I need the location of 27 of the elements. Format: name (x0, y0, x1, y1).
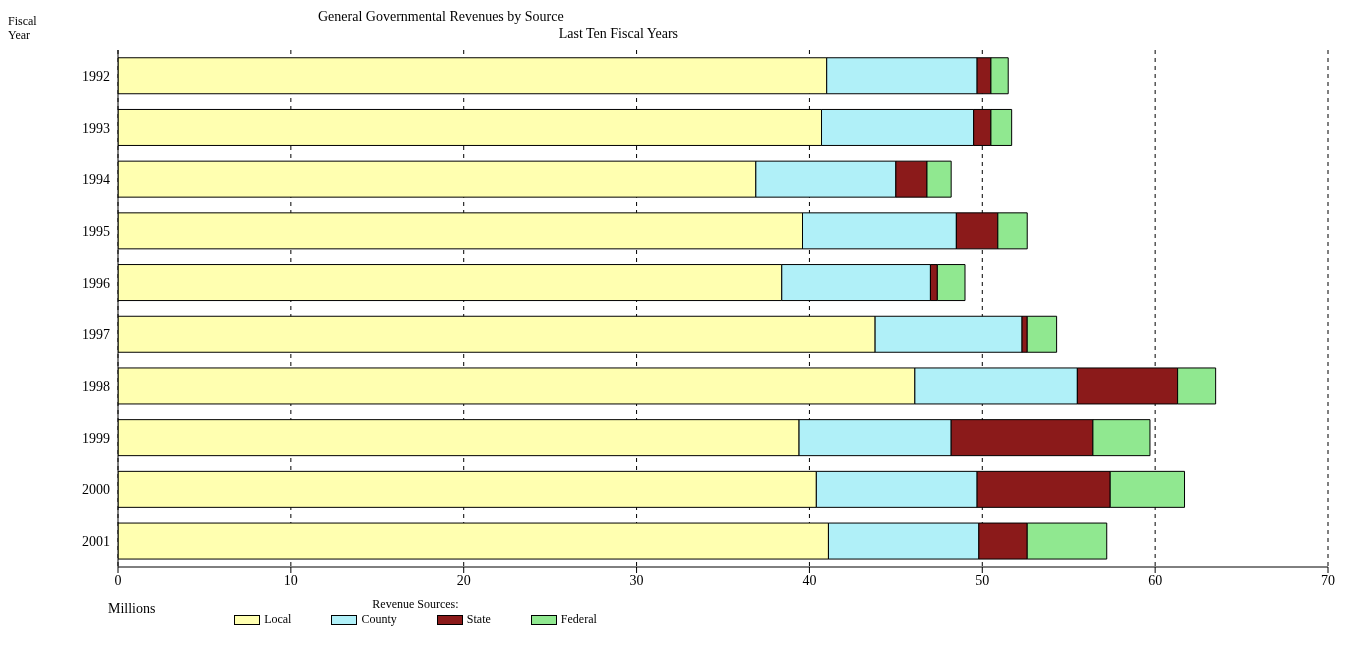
legend-label: County (361, 612, 397, 627)
x-tick-label: 30 (629, 572, 644, 588)
y-tick-label: 2001 (82, 534, 110, 550)
y-axis-title: Fiscal Year (8, 14, 38, 42)
chart-title: General Governmental Revenues by Source (318, 8, 565, 25)
y-tick-label: 1994 (82, 172, 110, 188)
x-axis-title: Millions (108, 601, 156, 617)
y-tick-label: 1993 (82, 120, 110, 136)
x-tick-label: 40 (802, 572, 817, 588)
y-tick-label: 1997 (82, 327, 110, 343)
y-tick-label: 1992 (82, 68, 110, 84)
x-tick-label: 70 (1321, 572, 1335, 588)
y-tick-label: 1996 (82, 275, 110, 291)
x-tick-label: 50 (975, 572, 990, 588)
y-tick-label: 1999 (82, 430, 110, 446)
x-tick-label: 20 (456, 572, 471, 588)
legend-label: Federal (560, 612, 597, 627)
x-tick-label: 10 (283, 572, 298, 588)
legend-label: State (466, 612, 491, 627)
chart-subtitle: Last Ten Fiscal Years (557, 25, 678, 42)
y-tick-label: 2000 (82, 482, 110, 498)
x-tick-label: 60 (1148, 572, 1163, 588)
legend-title: Revenue Sources: (372, 597, 459, 612)
x-tick-label: 0 (114, 572, 122, 588)
y-tick-label: 1998 (82, 379, 110, 395)
y-tick-label: 1995 (82, 223, 110, 239)
legend-label: Local (264, 612, 292, 627)
